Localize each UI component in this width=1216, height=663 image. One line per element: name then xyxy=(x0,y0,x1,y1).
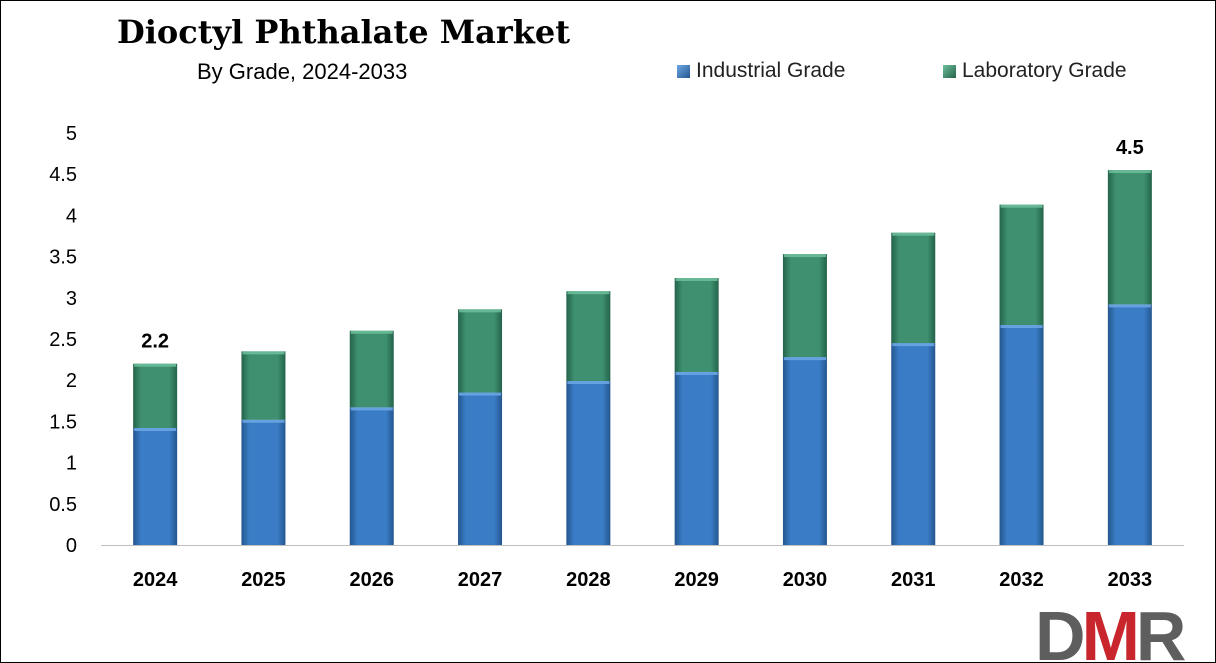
bar-top-bevel-1-2025 xyxy=(242,351,285,355)
y-tick-label: 0.5 xyxy=(49,494,77,516)
legend-swatch-industrial-grade xyxy=(677,64,690,78)
bar-top-bevel-0-2025 xyxy=(242,419,285,423)
bar-laboratory-grade-2024 xyxy=(133,363,178,428)
legend-item-laboratory-grade: Laboratory Grade xyxy=(943,59,1127,83)
x-tick-label-2029: 2029 xyxy=(674,569,719,591)
legend-item-industrial-grade: Industrial Grade xyxy=(677,59,845,83)
bar-laboratory-grade-2029 xyxy=(674,278,719,372)
bar-top-bevel-1-2028 xyxy=(567,291,610,295)
bar-industrial-grade-2028 xyxy=(566,381,611,545)
x-tick-label-2026: 2026 xyxy=(350,569,395,591)
bar-top-bevel-0-2029 xyxy=(675,371,718,375)
dmr-logo: DMR xyxy=(1035,601,1186,662)
bar-top-bevel-1-2033 xyxy=(1108,170,1151,174)
bar-laboratory-grade-2030 xyxy=(782,254,827,358)
bar-top-bevel-1-2029 xyxy=(675,278,718,282)
y-tick-label: 5 xyxy=(66,123,77,145)
chart-subtitle: By Grade, 2024-2033 xyxy=(197,59,408,84)
y-tick-label: 4.5 xyxy=(49,164,77,186)
logo-letter-d: D xyxy=(1035,597,1086,663)
bar-industrial-grade-2031 xyxy=(891,343,936,545)
bar-industrial-grade-2025 xyxy=(241,419,286,545)
bar-industrial-grade-2027 xyxy=(458,392,503,545)
y-tick-label: 3.5 xyxy=(49,247,77,269)
y-tick-label: 1.5 xyxy=(49,411,77,433)
bar-top-bevel-0-2033 xyxy=(1108,304,1151,308)
y-tick-label: 3 xyxy=(66,288,77,310)
legend-label-laboratory-grade: Laboratory Grade xyxy=(962,59,1127,82)
bar-laboratory-grade-2027 xyxy=(458,309,503,393)
y-tick-label: 0 xyxy=(66,535,77,557)
y-tick-label: 4 xyxy=(66,205,77,227)
bar-laboratory-grade-2033 xyxy=(1107,170,1152,305)
bar-industrial-grade-2033 xyxy=(1107,304,1152,545)
bar-top-bevel-1-2027 xyxy=(459,309,502,313)
logo-letter-m: M xyxy=(1081,597,1140,663)
x-tick-label-2033: 2033 xyxy=(1108,569,1153,591)
y-tick-label: 2 xyxy=(66,370,77,392)
bar-laboratory-grade-2031 xyxy=(891,232,936,344)
x-tick-label-2031: 2031 xyxy=(891,569,936,591)
bar-top-bevel-1-2026 xyxy=(350,330,393,334)
bar-laboratory-grade-2026 xyxy=(349,330,394,408)
bar-top-bevel-1-2031 xyxy=(892,232,935,236)
bar-top-bevel-0-2026 xyxy=(350,407,393,411)
data-label-2024: 2.2 xyxy=(141,331,169,353)
bar-top-bevel-1-2024 xyxy=(134,363,177,367)
bar-industrial-grade-2032 xyxy=(999,324,1044,545)
chart-title: Dioctyl Phthalate Market xyxy=(117,13,571,51)
bar-laboratory-grade-2028 xyxy=(566,291,611,382)
x-tick-label-2024: 2024 xyxy=(133,569,178,591)
bar-industrial-grade-2029 xyxy=(674,371,719,545)
data-label-2033: 4.5 xyxy=(1116,137,1144,159)
bar-laboratory-grade-2032 xyxy=(999,204,1044,325)
logo-letter-r: R xyxy=(1135,597,1187,663)
bar-top-bevel-0-2031 xyxy=(892,343,935,347)
bar-top-bevel-1-2032 xyxy=(1000,204,1043,208)
bar-top-bevel-0-2032 xyxy=(1000,324,1043,328)
bar-top-bevel-0-2028 xyxy=(567,381,610,385)
legend-swatch-laboratory-grade xyxy=(943,64,956,78)
x-tick-label-2028: 2028 xyxy=(566,569,611,591)
x-tick-label-2032: 2032 xyxy=(999,569,1044,591)
x-tick-label-2027: 2027 xyxy=(458,569,503,591)
bar-top-bevel-0-2024 xyxy=(134,427,177,431)
y-tick-label: 2.5 xyxy=(49,329,77,351)
bar-industrial-grade-2030 xyxy=(782,357,827,545)
bar-top-bevel-0-2030 xyxy=(783,357,826,361)
x-tick-label-2030: 2030 xyxy=(783,569,828,591)
bar-industrial-grade-2024 xyxy=(133,427,178,545)
bar-laboratory-grade-2025 xyxy=(241,351,286,420)
bar-top-bevel-1-2030 xyxy=(783,254,826,258)
legend-label-industrial-grade: Industrial Grade xyxy=(696,59,846,82)
bar-top-bevel-0-2027 xyxy=(459,392,502,396)
x-tick-label-2025: 2025 xyxy=(241,569,286,591)
bar-industrial-grade-2026 xyxy=(349,407,394,545)
y-tick-label: 1 xyxy=(66,453,77,475)
